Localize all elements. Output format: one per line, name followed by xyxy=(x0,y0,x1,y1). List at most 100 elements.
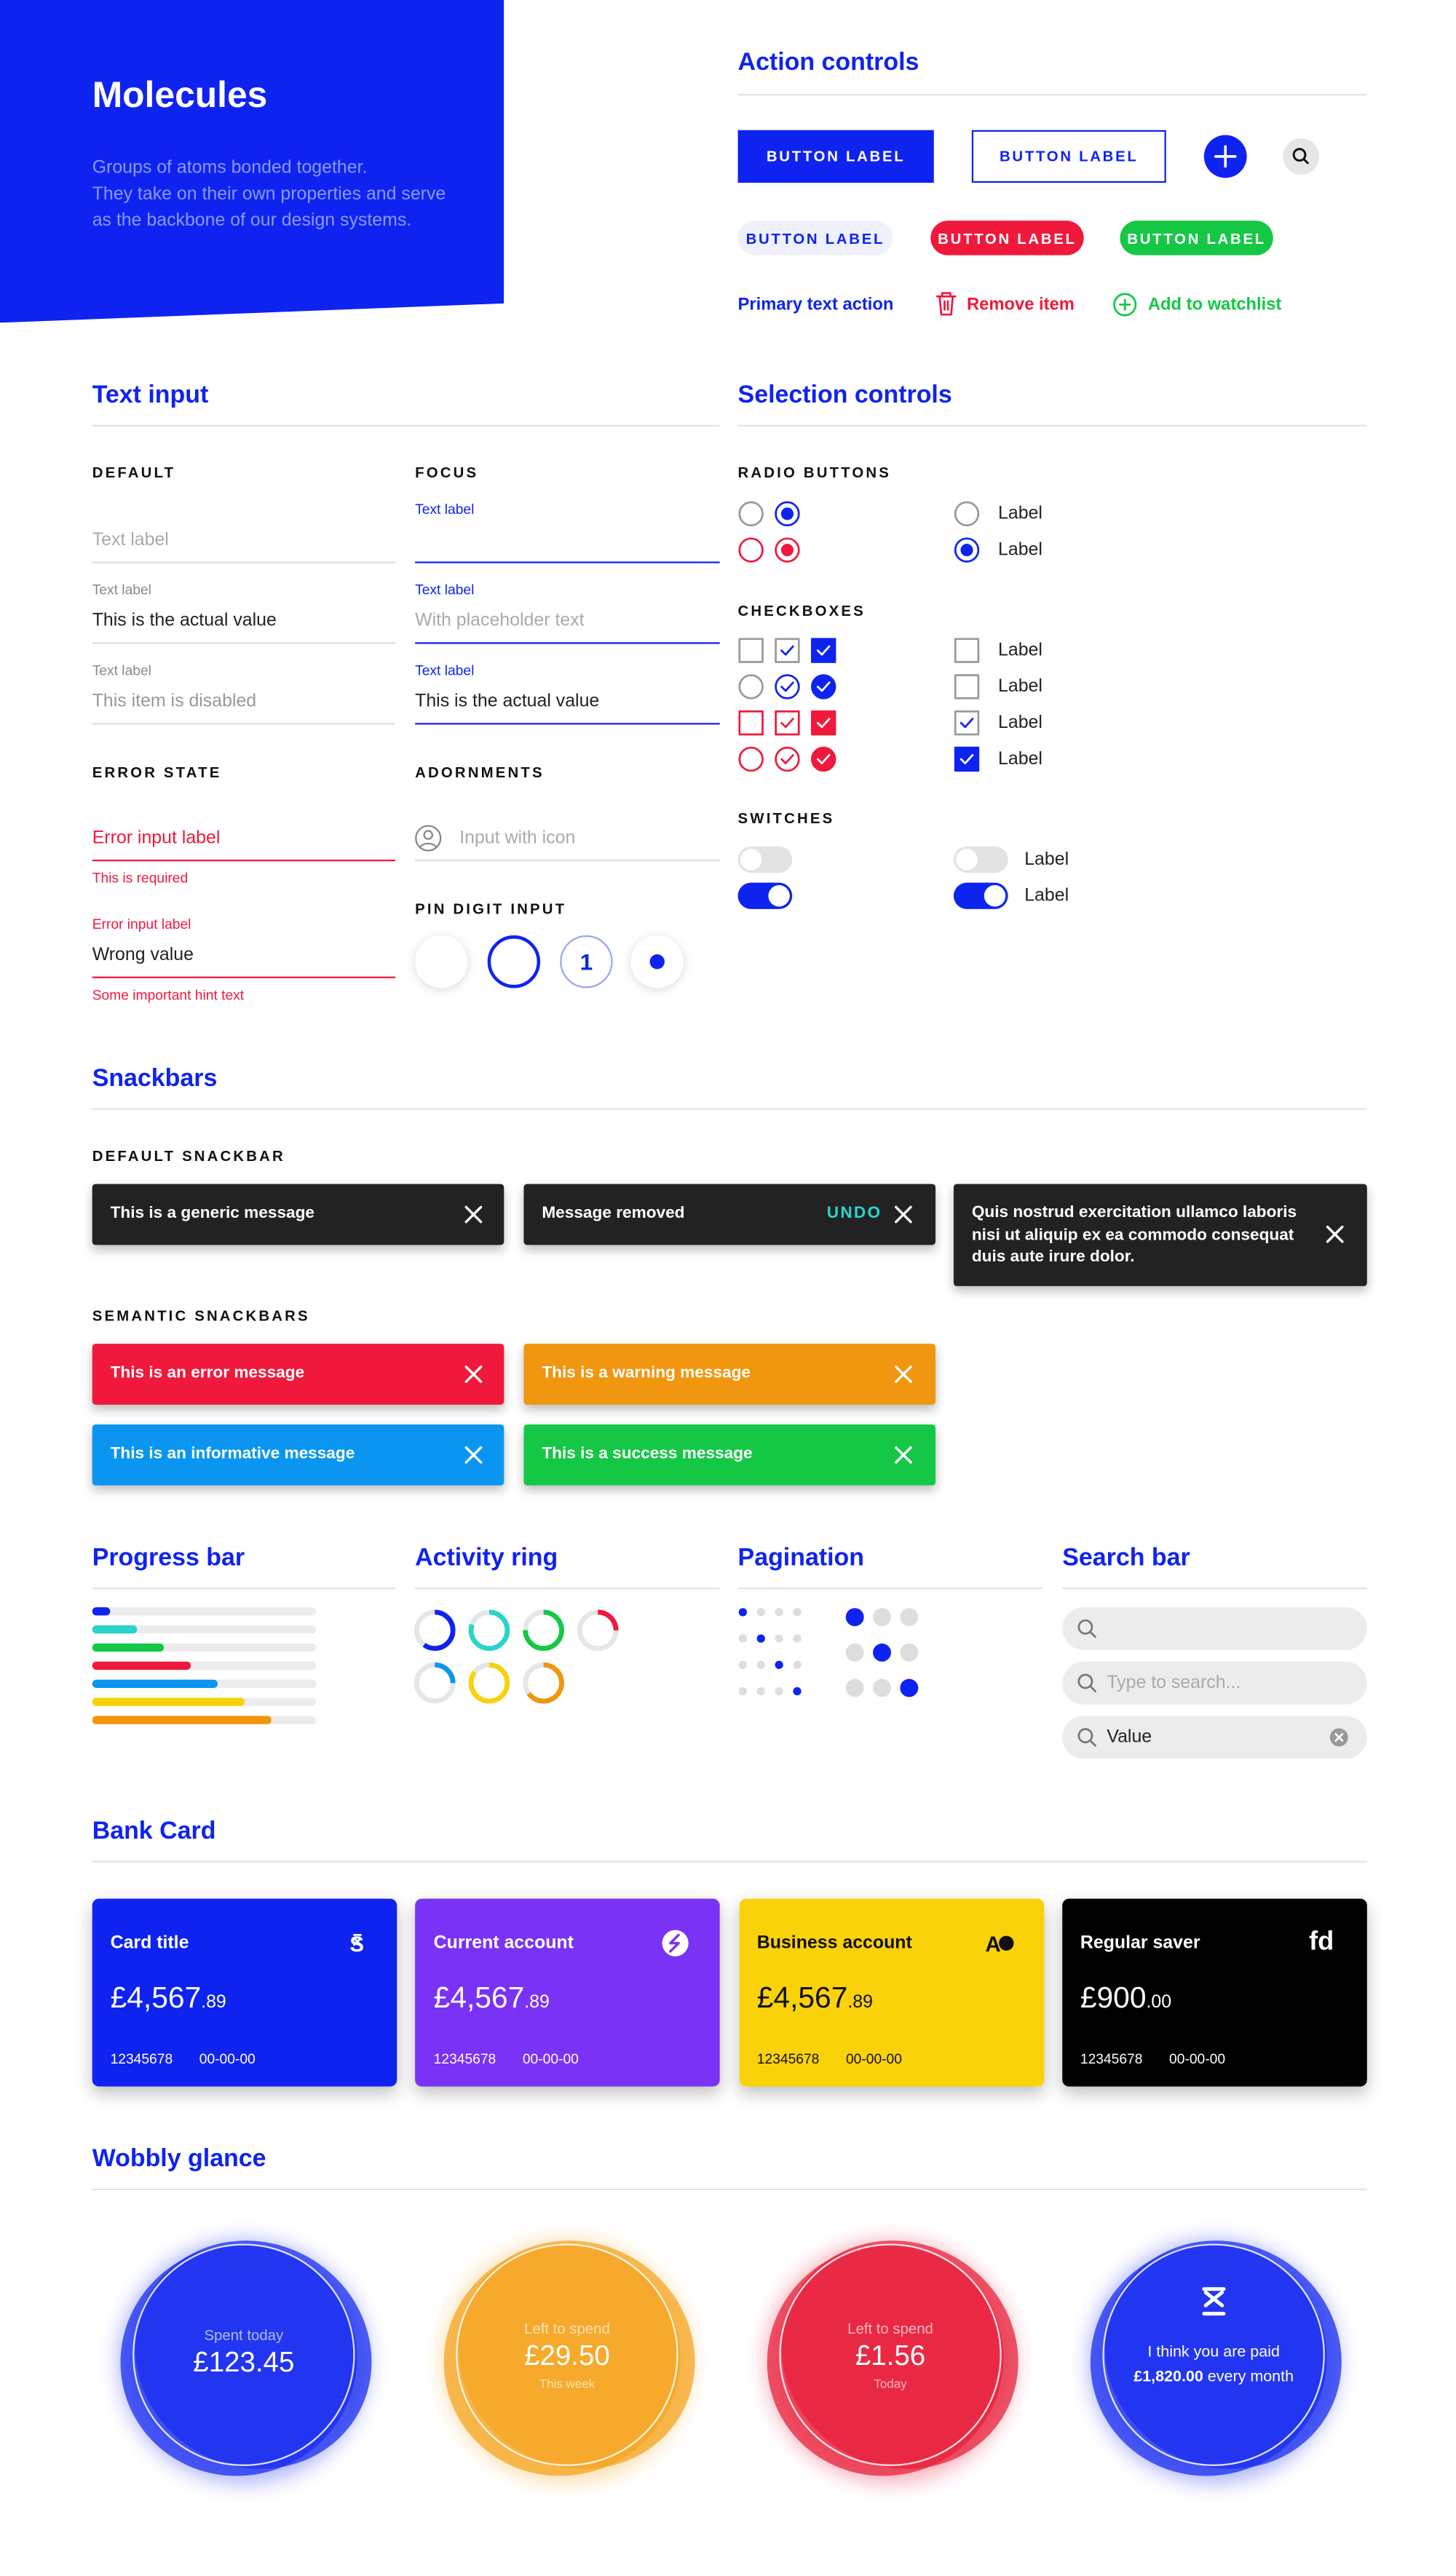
input-label: Text label xyxy=(92,581,151,598)
snackbar-message: This is a generic message xyxy=(110,1204,315,1223)
section-title: Selection controls xyxy=(737,381,952,410)
subheading: ERROR STATE xyxy=(92,764,222,781)
control-label: Label xyxy=(1024,849,1069,870)
card-title: Current account xyxy=(433,1933,574,1954)
search-field[interactable] xyxy=(1062,1607,1367,1650)
button-primary[interactable]: BUTTON LABEL xyxy=(737,130,934,183)
input-label: Text label xyxy=(415,662,475,679)
card-sort-code: 00-00-00 xyxy=(522,2050,579,2067)
subheading: SWITCHES xyxy=(737,810,835,827)
bank-card: Business account £4,567.89 12345678 00-00-0… xyxy=(738,1898,1044,2087)
glance-content: I think you are paid £1,820.00 every mont… xyxy=(1099,2305,1329,2404)
card-sort-code: 00-00-00 xyxy=(199,2050,256,2067)
pin-cell xyxy=(487,935,541,988)
blob-ring xyxy=(779,2243,1002,2466)
divider xyxy=(92,1860,1367,1863)
glance-label: Spent today xyxy=(204,2326,284,2344)
button-danger[interactable]: BUTTON LABEL xyxy=(930,221,1084,255)
glance-content: Spent today £123.45 xyxy=(128,2305,359,2404)
control-label: Label xyxy=(1024,886,1069,906)
bank-card: Card title £4,567.89 12345678 00-00-00 S xyxy=(92,1898,397,2087)
hero-panel xyxy=(0,0,505,323)
blob-ring xyxy=(1102,2243,1325,2466)
glance-label: Left to spend xyxy=(847,2319,933,2337)
control-label: Label xyxy=(998,676,1042,697)
section-title: Wobbly glance xyxy=(92,2144,266,2173)
control-label: Label xyxy=(998,713,1042,733)
search-field[interactable] xyxy=(1062,1661,1367,1705)
divider xyxy=(737,424,1367,427)
divider xyxy=(92,424,720,427)
subheading: FOCUS xyxy=(415,464,479,481)
card-sort-code: 00-00-00 xyxy=(845,2050,902,2067)
card-pence: .89 xyxy=(847,1992,873,2013)
glance-content: Left to spend £1.56 Today xyxy=(775,2305,1006,2404)
subheading: DEFAULT xyxy=(92,464,176,481)
input-underline xyxy=(92,561,395,563)
section-title: Bank Card xyxy=(92,1817,216,1846)
input-label: Text label xyxy=(415,500,475,518)
hero-title: Molecules xyxy=(92,74,268,116)
card-account: 12345678 xyxy=(433,2050,496,2067)
input-underline xyxy=(92,723,395,725)
blob xyxy=(135,2240,372,2469)
input-value: Wrong value xyxy=(92,945,194,965)
input-underline xyxy=(415,859,720,862)
subheading: ADORNMENTS xyxy=(415,764,545,781)
glance-amount: £123.45 xyxy=(193,2346,295,2378)
search-value: Value xyxy=(1107,1727,1152,1748)
divider xyxy=(415,1587,720,1590)
control-label: Label xyxy=(998,504,1042,524)
input-underline xyxy=(415,561,720,563)
snackbar-message: Quis nostrud exercitation ullamco labori… xyxy=(971,1203,1297,1267)
glance-content: Left to spend £29.50 This week xyxy=(452,2305,683,2404)
pin-cell xyxy=(415,935,468,988)
snackbar-message: This is a success message xyxy=(542,1445,753,1464)
section-title: Pagination xyxy=(737,1544,865,1572)
card-pounds: £4,567 xyxy=(756,1981,848,2014)
card-logo: S xyxy=(349,1931,364,1957)
input-value: This item is disabled xyxy=(92,691,257,712)
divider xyxy=(737,1587,1043,1590)
input-underline xyxy=(92,976,395,978)
card-title: Card title xyxy=(110,1933,189,1954)
subheading: SEMANTIC SNACKBARS xyxy=(92,1307,310,1324)
snackbar: This is a generic message xyxy=(92,1184,505,1245)
snackbar-action[interactable]: UNDO xyxy=(826,1204,882,1223)
control-label: Label xyxy=(998,641,1042,661)
glance-sub: This week xyxy=(539,2375,596,2390)
text-action[interactable]: Remove item xyxy=(967,294,1075,315)
subheading: CHECKBOXES xyxy=(737,603,866,619)
glance-suffix: every month xyxy=(1207,2368,1294,2387)
divider xyxy=(1062,1587,1367,1590)
glance-amount: £29.50 xyxy=(524,2339,610,2371)
input-value: This is the actual value xyxy=(92,611,277,631)
divider xyxy=(92,1587,395,1590)
search-field[interactable] xyxy=(1062,1716,1367,1759)
pin-cell: 1 xyxy=(560,935,613,988)
glance-sub: Today xyxy=(874,2375,907,2390)
blob xyxy=(458,2240,695,2469)
button-outline[interactable]: BUTTON LABEL xyxy=(971,130,1166,183)
input-placeholder: Input with icon xyxy=(459,828,576,849)
card-pence: .89 xyxy=(201,1992,226,2013)
subheading: PIN DIGIT INPUT xyxy=(415,900,567,918)
blob xyxy=(781,2240,1018,2469)
control-label: Label xyxy=(998,540,1042,560)
snackbar: This is a warning message xyxy=(523,1344,936,1405)
text-action[interactable]: Add to watchlist xyxy=(1147,294,1282,315)
button-soft[interactable]: BUTTON LABEL xyxy=(737,221,893,255)
input-label: Error input label xyxy=(92,915,191,932)
section-title: Activity ring xyxy=(415,1544,558,1572)
button-success[interactable]: BUTTON LABEL xyxy=(1120,221,1273,255)
divider xyxy=(92,1108,1367,1110)
pin-cell xyxy=(630,935,684,988)
divider xyxy=(92,2188,1367,2190)
glance-amount: £1.56 xyxy=(855,2339,926,2371)
input-underline xyxy=(92,642,395,644)
glance-label: Left to spend xyxy=(524,2319,610,2337)
text-action[interactable]: Primary text action xyxy=(737,294,894,315)
card-amount: £900.00 xyxy=(1080,1981,1171,2016)
